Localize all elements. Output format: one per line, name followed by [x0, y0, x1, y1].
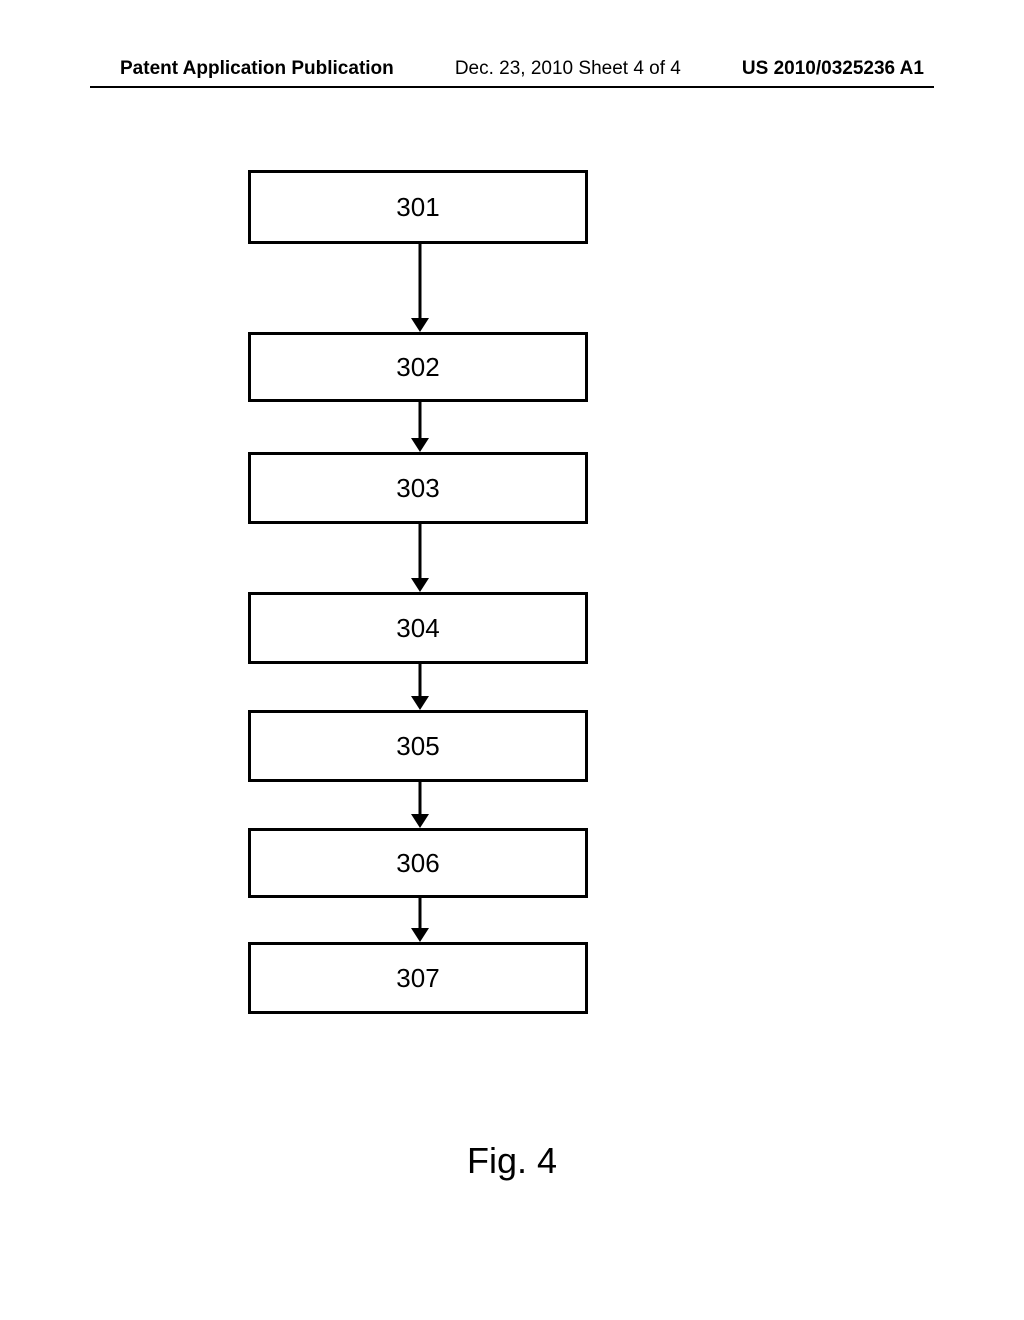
- flowchart-arrow-head-icon: [411, 438, 429, 452]
- flowchart-arrow-line: [419, 524, 422, 578]
- flowchart-arrow-line: [419, 244, 422, 318]
- flowchart-node-301: 301: [248, 170, 588, 244]
- flowchart-node-label: 307: [396, 963, 439, 994]
- flowchart-node-306: 306: [248, 828, 588, 898]
- flowchart-arrow-line: [419, 402, 422, 438]
- flowchart-node-label: 301: [396, 192, 439, 223]
- flowchart-node-label: 302: [396, 352, 439, 383]
- flowchart-arrow-line: [419, 898, 422, 928]
- flowchart-node-label: 305: [396, 731, 439, 762]
- flowchart-arrow-head-icon: [411, 696, 429, 710]
- flowchart-arrow-head-icon: [411, 578, 429, 592]
- flowchart-node-302: 302: [248, 332, 588, 402]
- flowchart-arrow-line: [419, 782, 422, 814]
- header-patent-number: US 2010/0325236 A1: [742, 58, 924, 80]
- header-publication: Patent Application Publication: [120, 58, 394, 80]
- flowchart-arrow-head-icon: [411, 318, 429, 332]
- flowchart-node-304: 304: [248, 592, 588, 664]
- flowchart-node-label: 304: [396, 613, 439, 644]
- flowchart-arrow-head-icon: [411, 928, 429, 942]
- header-divider: [90, 86, 934, 88]
- flowchart-node-303: 303: [248, 452, 588, 524]
- flowchart-node-305: 305: [248, 710, 588, 782]
- figure-label: Fig. 4: [0, 1140, 1024, 1182]
- flowchart-node-label: 303: [396, 473, 439, 504]
- flowchart-node-label: 306: [396, 848, 439, 879]
- header-date-sheet: Dec. 23, 2010 Sheet 4 of 4: [455, 58, 681, 80]
- page-header: Patent Application Publication Dec. 23, …: [0, 58, 1024, 80]
- flowchart-arrow-head-icon: [411, 814, 429, 828]
- flowchart-node-307: 307: [248, 942, 588, 1014]
- flowchart-arrow-line: [419, 664, 422, 696]
